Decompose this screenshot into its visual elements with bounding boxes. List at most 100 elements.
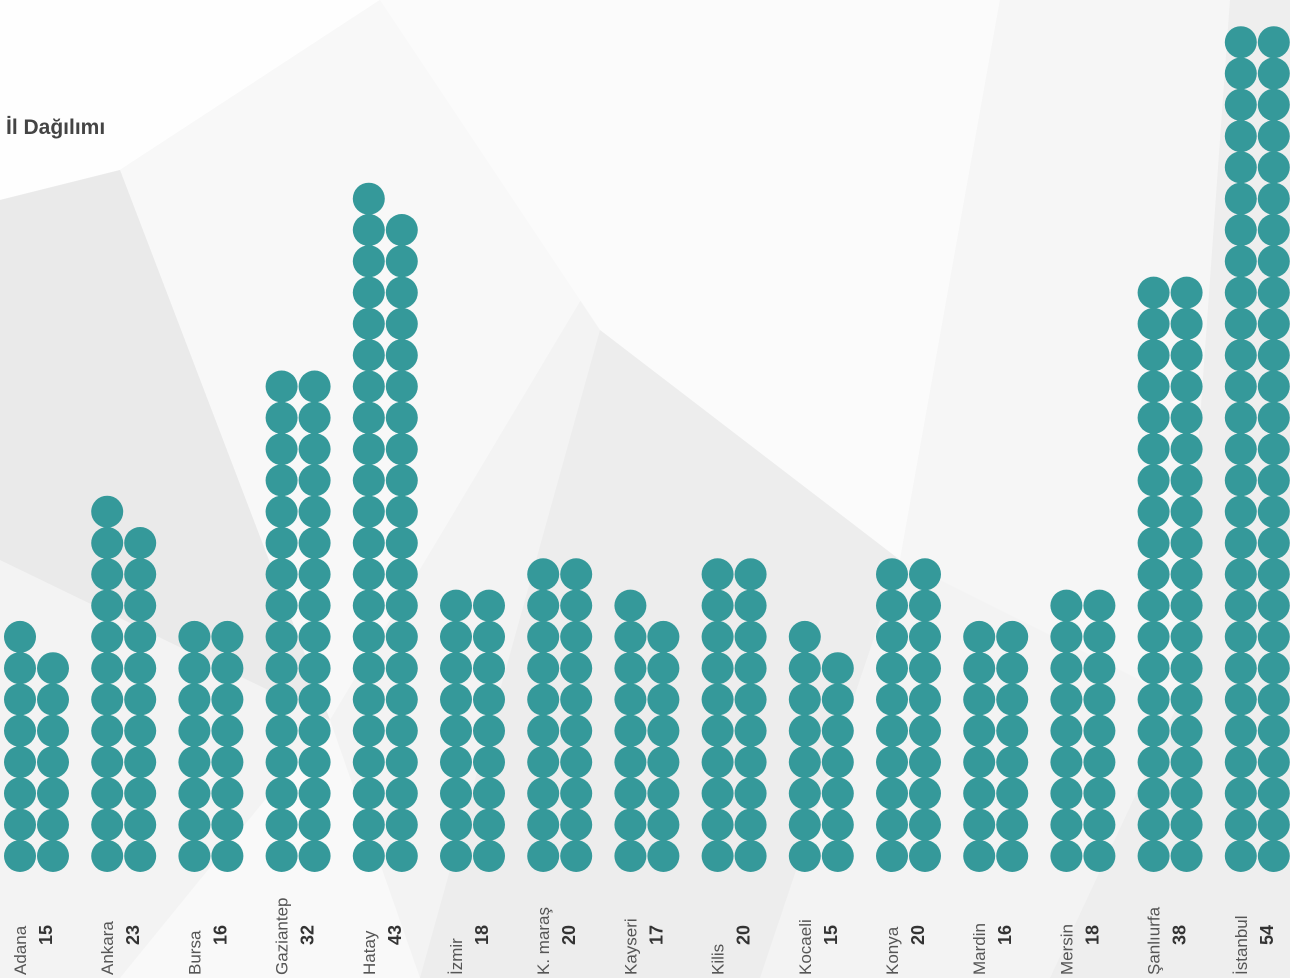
data-dot <box>1083 840 1116 872</box>
data-dot <box>1224 214 1257 246</box>
data-dot <box>963 840 996 872</box>
data-dot <box>876 840 908 872</box>
data-dot <box>1170 620 1203 653</box>
data-dot <box>385 620 418 653</box>
data-dot <box>91 840 124 872</box>
data-dot <box>788 840 821 872</box>
data-dot <box>298 808 331 841</box>
data-dot <box>37 777 69 810</box>
data-dot <box>211 683 244 716</box>
data-dot <box>821 808 854 841</box>
bar-group <box>265 370 331 872</box>
data-dot <box>876 589 908 622</box>
data-dot <box>963 683 996 716</box>
data-dot <box>298 464 331 497</box>
data-dot <box>1224 527 1257 559</box>
data-dot <box>352 683 385 716</box>
data-dot <box>178 652 211 685</box>
data-dot <box>734 746 767 779</box>
bar-group <box>352 182 418 872</box>
bar-group <box>963 620 1029 872</box>
data-dot <box>211 714 244 747</box>
category-label: Kocaeli <box>796 919 815 975</box>
data-dot <box>91 746 124 779</box>
data-dot <box>211 808 244 841</box>
data-dot <box>701 620 734 653</box>
data-dot <box>1224 151 1257 184</box>
data-dot <box>352 339 385 372</box>
data-dot <box>1137 276 1170 309</box>
data-dot <box>352 777 385 810</box>
data-dot <box>1257 88 1290 121</box>
data-dot <box>37 714 69 747</box>
data-dot <box>385 495 418 528</box>
data-dot <box>385 558 418 591</box>
data-dot <box>1224 652 1257 685</box>
data-dot <box>1224 683 1257 716</box>
data-dot <box>1170 433 1203 466</box>
data-dot <box>211 777 244 810</box>
category-label: İstanbul <box>1232 915 1251 975</box>
data-dot <box>298 652 331 685</box>
data-dot <box>996 840 1029 872</box>
data-dot <box>440 777 472 810</box>
value-label: 18 <box>472 925 492 945</box>
data-dot <box>352 495 385 528</box>
data-dot <box>876 620 908 653</box>
data-dot <box>1083 777 1116 810</box>
data-dot <box>1050 777 1083 810</box>
data-dot <box>647 683 680 716</box>
data-dot <box>178 746 211 779</box>
data-dot <box>352 401 385 434</box>
data-dot <box>821 840 854 872</box>
data-dot <box>1170 589 1203 622</box>
data-dot <box>91 589 124 622</box>
data-dot <box>1050 683 1083 716</box>
data-dot <box>560 558 593 591</box>
data-dot <box>298 558 331 591</box>
category-label: Adana <box>11 925 30 975</box>
data-dot <box>178 714 211 747</box>
data-dot <box>527 777 560 810</box>
data-dot <box>1170 777 1203 810</box>
data-dot <box>1050 714 1083 747</box>
data-dot <box>909 589 941 622</box>
data-dot <box>352 464 385 497</box>
value-label: 16 <box>995 925 1015 945</box>
data-dot <box>614 683 647 716</box>
data-dot <box>701 558 734 591</box>
data-dot <box>1224 339 1257 372</box>
data-dot <box>385 370 418 403</box>
data-dot <box>1170 370 1203 403</box>
data-dot <box>1257 808 1290 841</box>
data-dot <box>909 620 941 653</box>
data-dot <box>124 589 157 622</box>
value-label: 15 <box>821 925 841 945</box>
data-dot <box>1083 620 1116 653</box>
data-dot <box>37 840 69 872</box>
data-dot <box>996 714 1029 747</box>
data-dot <box>734 777 767 810</box>
data-dot <box>1257 245 1290 278</box>
data-dot <box>124 746 157 779</box>
data-dot <box>298 401 331 434</box>
data-dot <box>701 808 734 841</box>
data-dot <box>909 683 941 716</box>
data-dot <box>1170 840 1203 872</box>
data-dot <box>4 808 36 841</box>
data-dot <box>124 840 157 872</box>
data-dot <box>560 746 593 779</box>
data-dot <box>1137 620 1170 653</box>
data-dot <box>385 527 418 559</box>
data-dot <box>1050 620 1083 653</box>
data-dot <box>91 714 124 747</box>
data-dot <box>352 245 385 278</box>
data-dot <box>385 840 418 872</box>
bar-group <box>440 589 505 872</box>
data-dot <box>4 840 36 872</box>
data-dot <box>124 808 157 841</box>
data-dot <box>1224 433 1257 466</box>
data-dot <box>1137 652 1170 685</box>
data-dot <box>265 683 298 716</box>
data-dot <box>4 714 36 747</box>
